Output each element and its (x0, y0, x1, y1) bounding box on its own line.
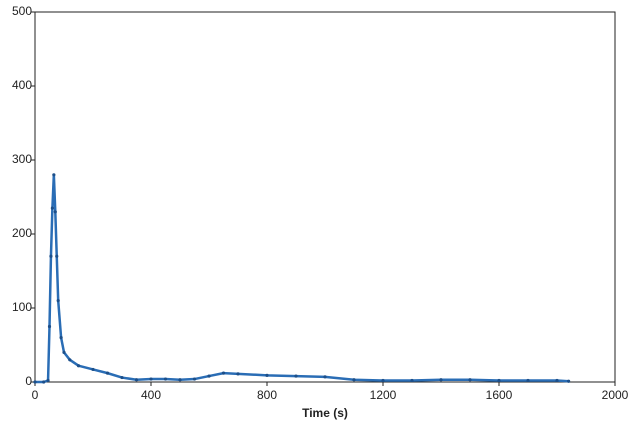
data-point (163, 377, 168, 381)
plot-frame (34, 11, 616, 383)
x-tick-label: 400 (141, 388, 161, 402)
data-point (59, 336, 63, 340)
data-point (468, 378, 472, 382)
data-point (178, 378, 182, 382)
data-point (497, 378, 501, 383)
data-point (42, 380, 46, 384)
data-point (567, 379, 571, 383)
data-point (221, 371, 226, 375)
data-point (526, 378, 530, 383)
y-tick-label: 100 (12, 300, 32, 314)
data-point (134, 378, 139, 382)
data-point (120, 375, 124, 380)
y-tick-label: 300 (12, 152, 32, 166)
data-point (410, 378, 414, 383)
data-point (47, 324, 52, 329)
data-point (52, 173, 56, 177)
data-point (149, 377, 153, 381)
x-axis-label: Time (s) (302, 406, 348, 420)
x-tick-label: 1600 (486, 388, 513, 402)
data-point (207, 374, 211, 378)
data-point (53, 210, 57, 214)
data-point (76, 364, 81, 368)
y-tick-label: 0 (25, 374, 32, 388)
data-point (439, 378, 443, 382)
data-point (294, 374, 298, 378)
y-tick-label: 200 (12, 226, 32, 240)
data-point (46, 378, 50, 383)
data-point (323, 375, 327, 379)
data-line (35, 173, 569, 384)
y-tick-label: 400 (12, 78, 32, 92)
data-point (192, 377, 197, 381)
data-point (236, 372, 240, 376)
data-point (91, 367, 95, 372)
data-point (265, 373, 269, 377)
data-point (49, 254, 53, 258)
x-tick-label: 0 (32, 388, 39, 402)
data-point (55, 254, 59, 258)
data-point (555, 378, 559, 383)
data-point (33, 380, 37, 384)
data-point (62, 350, 66, 354)
data-point (50, 206, 55, 210)
x-tick-label: 1200 (370, 388, 397, 402)
x-tick-label: 800 (257, 388, 277, 402)
data-point (56, 299, 60, 303)
data-point (381, 378, 385, 383)
data-point (352, 378, 356, 382)
x-tick-label: 2000 (602, 388, 629, 402)
data-point (68, 358, 72, 362)
data-point (105, 371, 110, 375)
y-tick-label: 500 (12, 4, 32, 18)
